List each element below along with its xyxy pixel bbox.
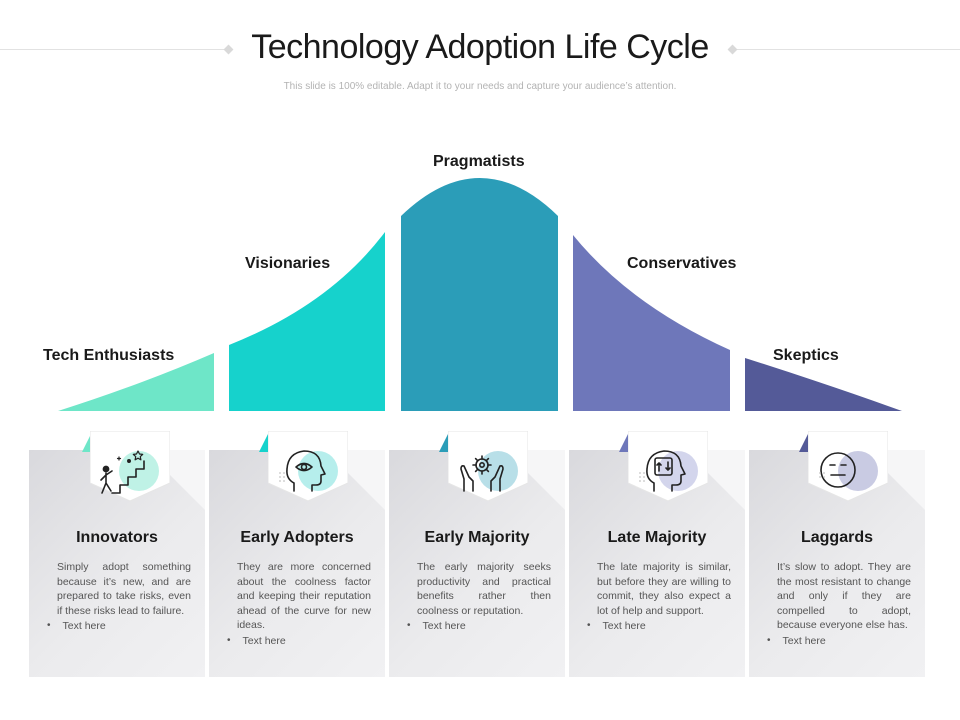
segment-label-visionaries: Visionaries	[245, 255, 331, 272]
card-description: The early majority seeks productivity an…	[407, 560, 551, 634]
icon-accent-circle	[838, 451, 878, 491]
card-bullet: • Text here	[47, 620, 106, 632]
card-title: Early Adopters	[240, 529, 354, 546]
badge-tab-laggards	[799, 432, 809, 452]
segment-label-tech-enthusiasts: Tech Enthusiasts	[43, 347, 175, 364]
hands-gear-icon	[460, 455, 504, 492]
segment-label-pragmatists: Pragmatists	[433, 153, 525, 170]
page-subtitle: This slide is 100% editable. Adapt it to…	[283, 81, 677, 92]
card-title: Laggards	[800, 529, 873, 546]
card-title: Late Majority	[607, 529, 707, 546]
badge-innovators	[90, 431, 170, 501]
card-description: They are more concerned about the coolne…	[227, 560, 371, 648]
card-description-text: They are more concerned about the coolne…	[237, 561, 371, 631]
card-bullet-text: Text here	[62, 620, 106, 632]
badge-early-majority	[448, 431, 528, 501]
card-bullet-text: Text here	[602, 620, 646, 632]
card-bullet: • Text here	[767, 634, 826, 647]
icon-accent-circle	[298, 451, 338, 491]
card-bullet: • Text here	[587, 620, 646, 632]
card-description: Simply adopt something because it’s new,…	[47, 560, 191, 634]
curve-segment-pragmatists	[401, 178, 558, 411]
badge-tab-late-majority	[619, 432, 629, 452]
badge-tab-early-majority	[439, 432, 449, 452]
badge-tab-innovators	[82, 432, 92, 452]
icon-accent-circle	[658, 451, 698, 491]
card-bullet: • Text here	[227, 634, 286, 647]
card-description-text: The late majority is similar, but before…	[597, 561, 731, 617]
card-description-text: Simply adopt something because it’s new,…	[57, 561, 191, 617]
card-bullet-text: Text here	[242, 634, 286, 647]
curve-segment-skeptics	[745, 358, 902, 411]
card-title: Innovators	[76, 529, 158, 546]
head-eye-icon	[286, 450, 326, 492]
curve-segment-visionaries	[229, 232, 385, 411]
card-description-text: The early majority seeks productivity an…	[417, 561, 551, 617]
card-bullet: • Text here	[407, 620, 466, 632]
page-title: Technology Adoption Life Cycle	[251, 28, 709, 66]
card-description: It’s slow to adopt. They are the most re…	[767, 560, 911, 648]
card-description: The late majority is similar, but before…	[587, 560, 731, 634]
card-bullet-text: Text here	[782, 634, 826, 647]
card-title: Early Majority	[424, 529, 530, 546]
card-bullet-text: Text here	[422, 620, 466, 632]
title-rule-right	[735, 49, 960, 50]
badge-tab-early-adopters	[259, 432, 269, 452]
curve-segment-conservatives	[573, 235, 730, 411]
segment-label-skeptics: Skeptics	[773, 347, 839, 364]
badge-early-adopters	[268, 431, 348, 501]
curve-segment-tech-enthusiasts	[58, 353, 214, 411]
card-description-text: It’s slow to adopt. They are the most re…	[777, 561, 911, 631]
head-exchange-icon	[646, 450, 686, 492]
badge-late-majority	[628, 431, 708, 501]
neutral-face-icon	[820, 452, 856, 488]
badge-laggards	[808, 431, 888, 501]
segment-label-conservatives: Conservatives	[627, 255, 737, 272]
title-rule-left	[0, 49, 228, 50]
staircase-climber-icon	[100, 450, 145, 494]
